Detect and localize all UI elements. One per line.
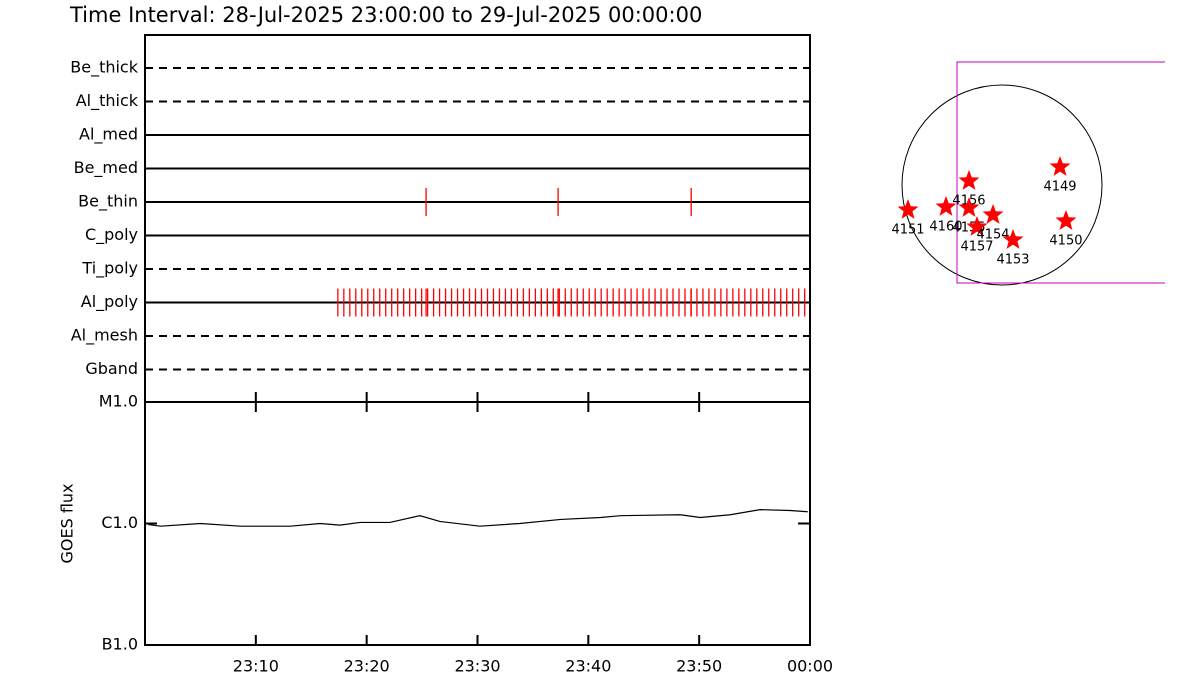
x-tick-label: 23:50 [676,657,722,676]
region-label: 4153 [996,253,1029,268]
filter-label: Al_thick [76,91,139,111]
filter-label: Be_thin [78,192,138,212]
y-tick-label: M1.0 [99,392,138,411]
active-region [958,170,980,190]
x-tick-label: 23:20 [344,657,390,676]
active-region [1049,156,1071,176]
field-of-view [956,61,1165,284]
active-region [935,196,957,216]
filter-label: Al_med [79,125,138,145]
x-tick-label: 23:10 [233,657,279,676]
y-tick-label: C1.0 [101,513,138,532]
y-tick-label: B1.0 [102,635,138,654]
region-label: 4150 [1049,234,1082,249]
filter-label: Gband [85,359,138,378]
filter-label: Al_poly [81,292,138,312]
goes-frame [144,401,811,646]
timeline-frame [144,34,811,403]
x-tick-label: 00:00 [787,657,833,676]
active-region [1002,229,1024,249]
filter-label: C_poly [85,225,138,245]
y-axis-label: GOES flux [58,483,77,563]
active-region [1055,210,1077,230]
active-region [982,204,1004,224]
x-tick-label: 23:40 [565,657,611,676]
solar-disk [901,84,1103,286]
active-region [897,199,919,219]
region-label: 4151 [891,223,924,238]
x-tick-label: 23:30 [454,657,500,676]
filter-label: Be_thick [70,58,138,78]
active-region [966,216,988,236]
region-label: 4160 [929,219,962,234]
region-label: 4149 [1043,179,1076,194]
filter-label: Al_mesh [71,326,138,346]
region-label: 4157 [960,239,993,254]
filter-label: Ti_poly [81,259,138,279]
goes-curve [148,509,808,527]
active-region [958,197,980,217]
chart-title: Time Interval: 28-Jul-2025 23:00:00 to 2… [69,3,702,27]
filter-label: Be_med [74,158,138,178]
region-label: 4154 [976,228,1009,243]
